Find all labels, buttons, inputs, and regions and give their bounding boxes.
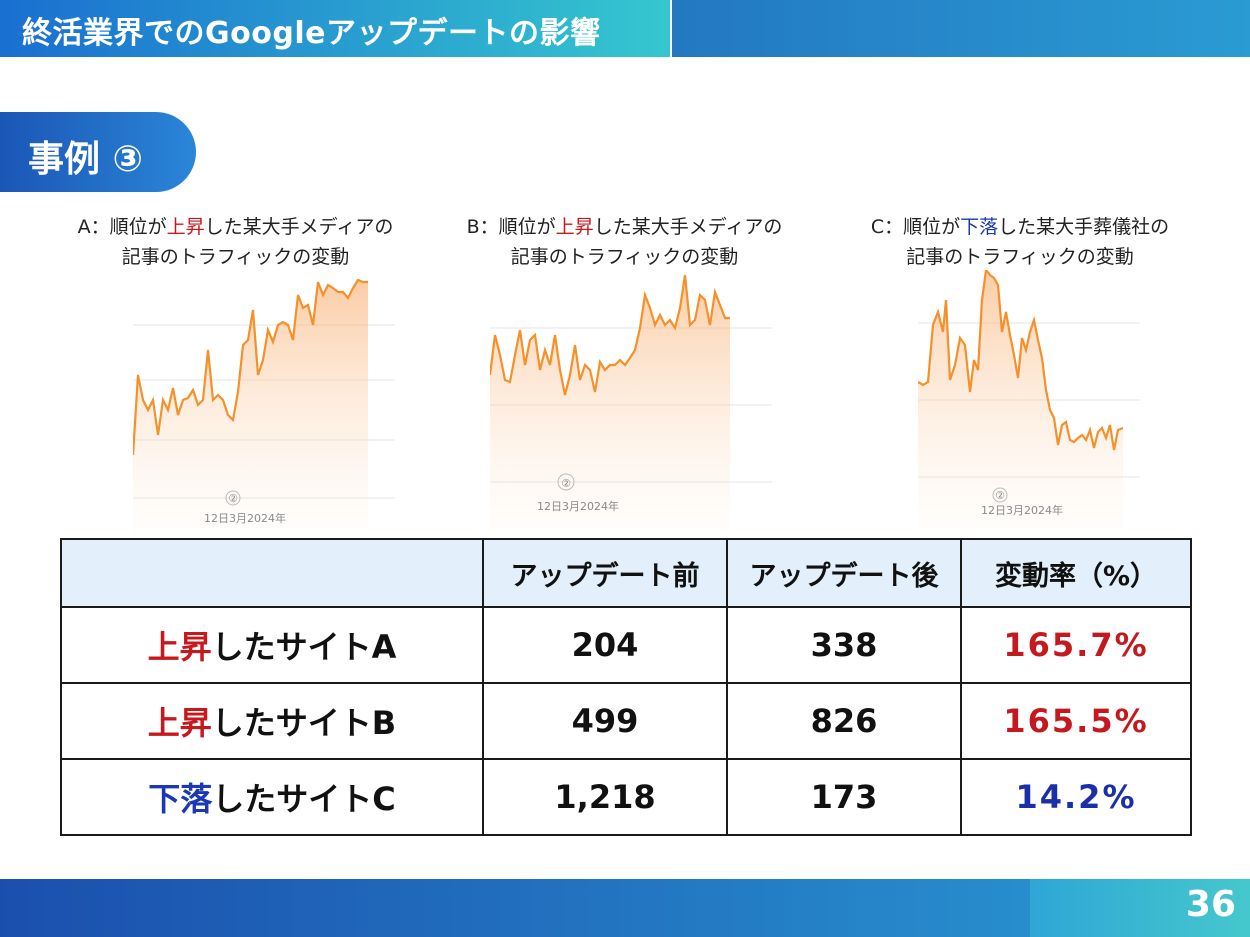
table-header-row: アップデート前 アップデート後 変動率（%）: [60, 538, 1192, 608]
chart-c-line: [918, 270, 1124, 451]
footer-accent: [1030, 879, 1250, 937]
chart-a-area: [133, 280, 368, 532]
table-header-rate: 変動率（%）: [960, 538, 1192, 608]
chart-a-caption: A：順位が上昇した某大手メディアの 記事のトラフィックの変動: [77, 216, 394, 268]
table-row: 上昇したサイトB 499 826 165.5%: [60, 682, 1192, 760]
chart-b-tick-label: 12日3月2024年: [537, 499, 619, 513]
chart-b-watermark: ②: [561, 477, 571, 490]
chart-c-watermark: ②: [995, 489, 1005, 502]
row-before: 1,218: [482, 758, 728, 836]
chart-c-area: [918, 270, 1123, 532]
row-before: 499: [482, 682, 728, 760]
comparison-table: アップデート前 アップデート後 変動率（%） 上昇したサイトA 204 338 …: [60, 538, 1192, 836]
chart-c-caption: C：順位が下落した某大手葬儀社の 記事のトラフィックの変動: [870, 216, 1170, 268]
row-rate: 14.2%: [960, 758, 1192, 836]
row-after: 173: [726, 758, 962, 836]
chart-a-line: [133, 278, 368, 456]
traffic-chart-c: ② 12日3月2024年: [918, 270, 1140, 532]
case-label: 事例 ③: [0, 112, 196, 192]
row-after: 826: [726, 682, 962, 760]
page-title: 終活業界でのGoogleアップデートの影響: [22, 16, 601, 51]
header-accent: [0, 0, 672, 57]
chart-a-tick-label: 12日3月2024年: [204, 511, 286, 525]
page-number: 36: [1185, 884, 1236, 925]
row-rate: 165.7%: [960, 606, 1192, 684]
row-after: 338: [726, 606, 962, 684]
row-label: 上昇したサイトA: [60, 606, 484, 684]
chart-b-line: [490, 274, 730, 396]
row-label: 下落したサイトC: [60, 758, 484, 836]
chart-b-area: [490, 275, 730, 532]
table-row: 下落したサイトC 1,218 173 14.2%: [60, 758, 1192, 836]
table-header-empty: [60, 538, 484, 608]
chart-c-tick-label: 12日3月2024年: [981, 503, 1063, 517]
traffic-chart-b: ② 12日3月2024年: [490, 270, 772, 532]
row-before: 204: [482, 606, 728, 684]
row-label: 上昇したサイトB: [60, 682, 484, 760]
table-header-before: アップデート前: [482, 538, 728, 608]
row-rate: 165.5%: [960, 682, 1192, 760]
table-row: 上昇したサイトA 204 338 165.7%: [60, 606, 1192, 684]
traffic-chart-a: ② 12日3月2024年: [133, 270, 395, 532]
chart-a-watermark: ②: [228, 492, 238, 505]
case-label-text: 事例 ③: [28, 139, 144, 180]
chart-b-caption: B：順位が上昇した某大手メディアの 記事のトラフィックの変動: [466, 216, 783, 268]
table-header-after: アップデート後: [726, 538, 962, 608]
